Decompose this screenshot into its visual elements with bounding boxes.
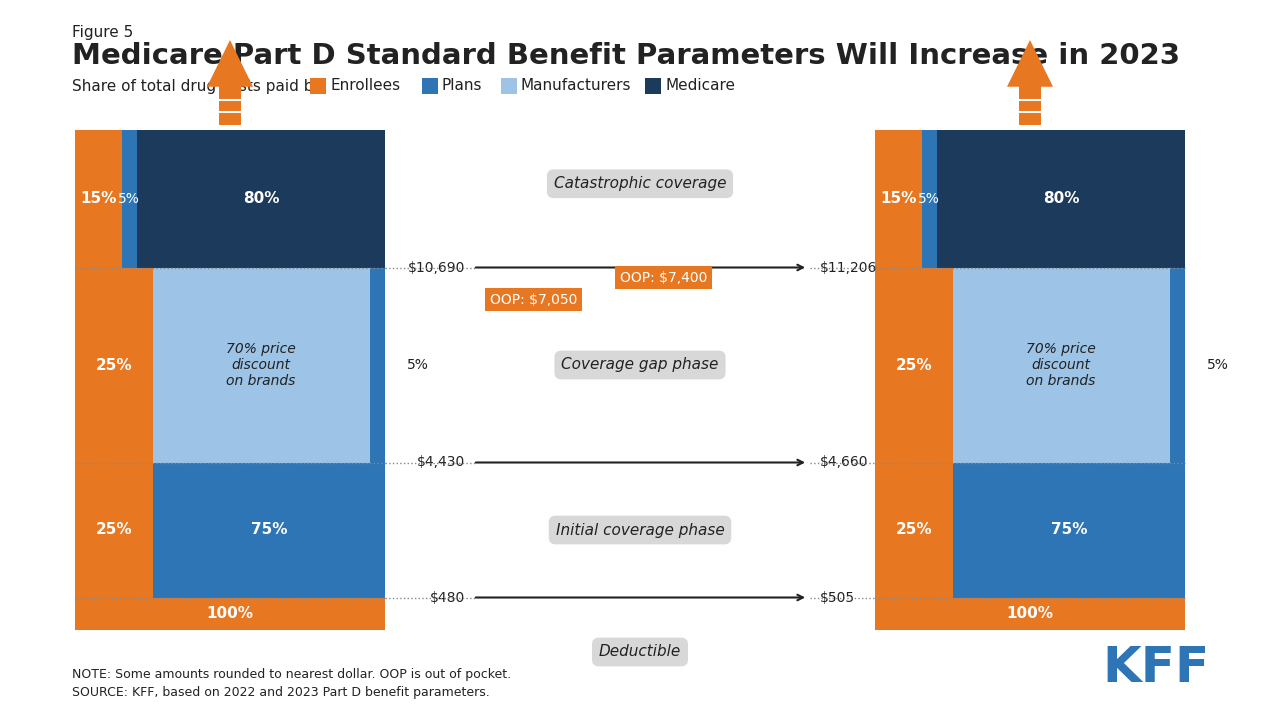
Bar [76,598,385,630]
Text: Deductible: Deductible [599,644,681,660]
Bar [152,462,385,598]
Text: NOTE: Some amounts rounded to nearest dollar. OOP is out of pocket.
SOURCE: KFF,: NOTE: Some amounts rounded to nearest do… [72,668,511,699]
Bar [922,130,937,268]
Text: Manufacturers: Manufacturers [521,78,631,94]
Bar [952,268,1170,462]
Text: OOP: $7,050: OOP: $7,050 [490,292,577,307]
Bar [137,130,385,268]
Polygon shape [207,40,253,86]
Text: 70% price
discount
on brands: 70% price discount on brands [227,342,296,388]
Text: $4,430: $4,430 [417,456,465,469]
Text: 15%: 15% [81,192,116,206]
Bar [1170,268,1185,462]
Text: OOP: $7,400: OOP: $7,400 [620,271,708,284]
Bar [876,268,952,462]
Text: 100%: 100% [206,606,253,621]
Text: Initial coverage phase: Initial coverage phase [556,523,724,538]
Bar [152,268,370,462]
Polygon shape [1007,40,1053,86]
Text: Plans: Plans [442,78,483,94]
Bar [937,130,1185,268]
Text: 25%: 25% [96,523,132,538]
Bar [876,130,922,268]
Bar [876,462,952,598]
Bar [370,268,385,462]
Bar [76,462,152,598]
Bar [500,78,517,94]
Text: 25%: 25% [96,358,132,372]
Text: 70% price
discount
on brands: 70% price discount on brands [1027,342,1096,388]
Text: 100%: 100% [1006,606,1053,621]
Bar [219,85,241,125]
Text: Figure 5: Figure 5 [72,25,133,40]
Bar [1019,85,1041,125]
Text: 75%: 75% [1051,523,1087,538]
Text: 5%: 5% [1207,358,1229,372]
Text: Enrollees: Enrollees [330,78,401,94]
Text: 25%: 25% [896,523,932,538]
Bar [1019,83,1041,125]
Text: Coverage gap phase: Coverage gap phase [562,358,718,372]
Text: $10,690: $10,690 [407,261,465,274]
Text: Catastrophic coverage: Catastrophic coverage [554,176,726,192]
Text: 75%: 75% [251,523,287,538]
Text: Medicare Part D Standard Benefit Parameters Will Increase in 2023: Medicare Part D Standard Benefit Paramet… [72,42,1180,70]
Text: $4,660: $4,660 [820,456,869,469]
Bar [310,78,326,94]
Text: Share of total drug costs paid by:: Share of total drug costs paid by: [72,78,326,94]
Bar [952,462,1185,598]
Text: Medicare: Medicare [666,78,736,94]
Bar [76,130,122,268]
Text: 25%: 25% [896,358,932,372]
Bar [645,78,662,94]
Bar [219,83,241,125]
Bar [876,598,1185,630]
Bar [76,268,152,462]
Text: $505: $505 [820,590,855,605]
Bar [422,78,438,94]
Text: 80%: 80% [1043,192,1079,206]
Text: $480: $480 [430,590,465,605]
Text: 5%: 5% [918,192,941,206]
Text: 15%: 15% [881,192,916,206]
Text: 5%: 5% [118,192,141,206]
Text: KFF: KFF [1103,644,1210,692]
Bar [122,130,137,268]
Text: 5%: 5% [407,358,429,372]
Text: 80%: 80% [243,192,279,206]
Text: $11,206: $11,206 [820,261,877,274]
